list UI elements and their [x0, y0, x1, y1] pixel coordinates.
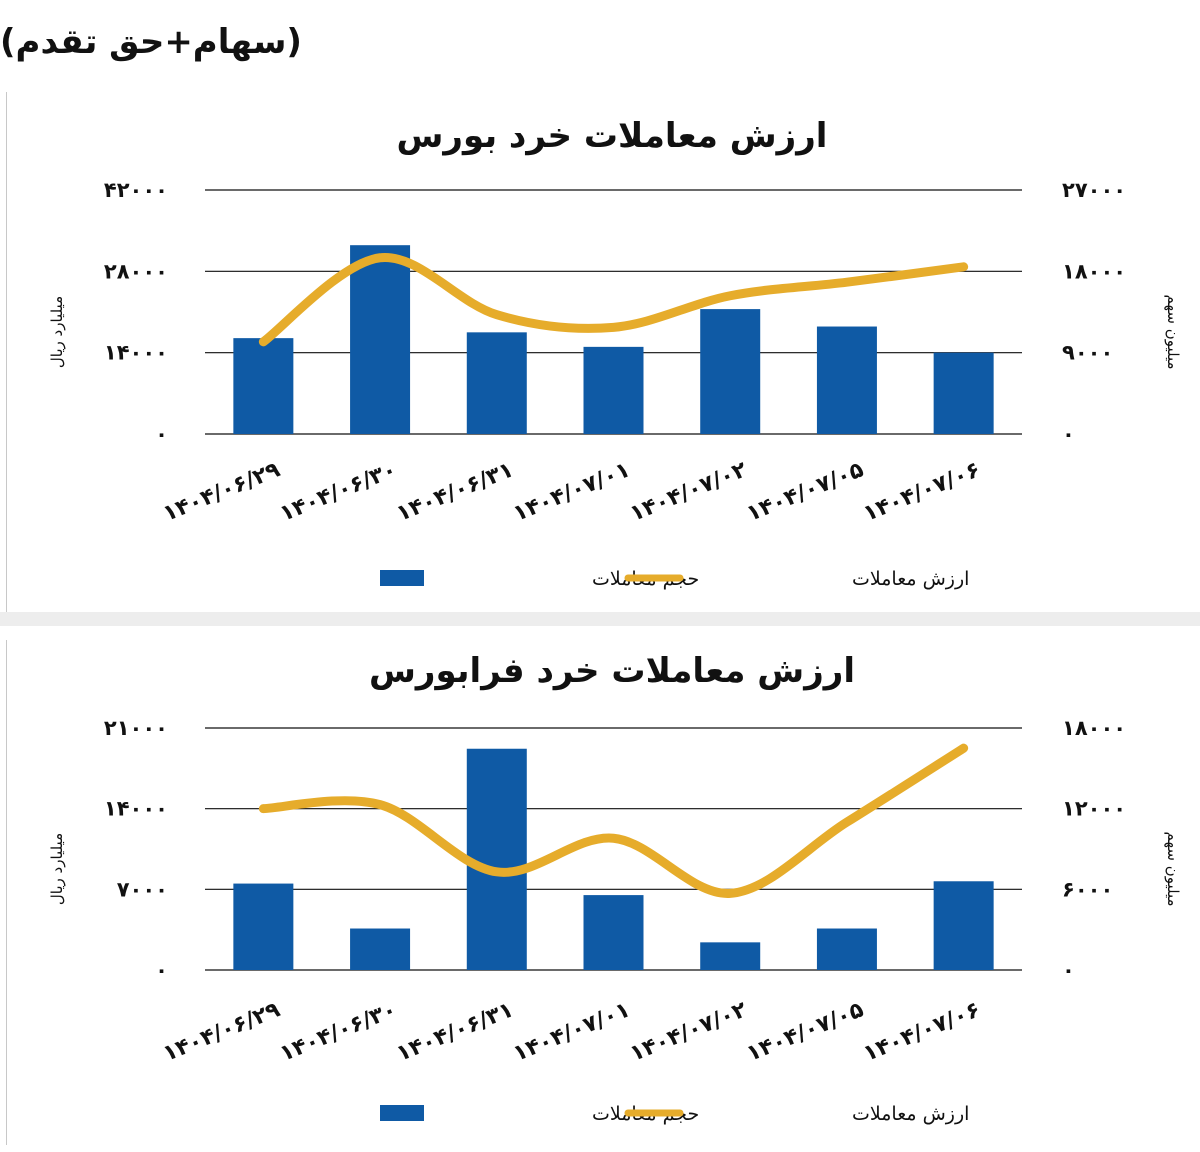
chart-panel-bourse: ارزش معاملات خرد بورس ۰ ۱۴۰۰۰ ۲۸۰۰۰ ۴۲۰۰۰ ۰ ۹۰…: [0, 95, 1200, 612]
right-tick-label: ۱۸۰۰۰: [1062, 259, 1126, 283]
bar: [350, 245, 411, 434]
bar: [233, 338, 294, 434]
chart-title: ارزش معاملات خرد فرابورس: [369, 651, 855, 691]
right-tick-label: ۱۲۰۰۰: [1062, 797, 1126, 821]
category-tick-label: ۱۴۰۴/۰۷/۰۵: [743, 457, 867, 526]
left-tick-label: ۱۴۰۰۰: [104, 797, 168, 821]
left-tick-label: ۴۲۰۰۰: [104, 178, 168, 202]
legend-swatch-bar: [380, 1105, 424, 1121]
right-tick-label: ۹۰۰۰: [1062, 341, 1113, 365]
right-axis-label: میلیون سهم: [1164, 294, 1182, 369]
category-tick-label: ۱۴۰۴/۰۷/۰۶: [860, 997, 984, 1066]
chart-title: ارزش معاملات خرد بورس: [397, 116, 828, 156]
bar: [700, 942, 761, 970]
legend-label-line: ارزش معاملات: [852, 568, 969, 590]
bar: [816, 928, 877, 970]
category-tick-label: ۱۴۰۴/۰۷/۰۱: [510, 457, 634, 526]
right-tick-label: ۰: [1062, 422, 1075, 446]
left-tick-label: ۱۴۰۰۰: [104, 341, 168, 365]
left-tick-label: ۲۱۰۰۰: [104, 716, 168, 740]
left-axis-label: میلیارد ریال: [48, 833, 66, 905]
legend-swatch-bar: [380, 570, 424, 586]
bar: [233, 883, 294, 970]
bar: [466, 748, 527, 970]
category-tick-label: ۱۴۰۴/۰۷/۰۵: [743, 997, 867, 1066]
bar: [933, 881, 994, 970]
category-tick-label: ۱۴۰۴/۰۷/۰۶: [860, 457, 984, 526]
series-line: [258, 743, 969, 898]
category-tick-label: ۱۴۰۴/۰۶/۳۰: [276, 997, 400, 1066]
category-tick-label: ۱۴۰۴/۰۷/۰۱: [510, 997, 634, 1066]
chart-panel-farabourse: ارزش معاملات خرد فرابورس ۰ ۷۰۰۰ ۱۴۰۰۰ ۲۱۰۰۰ ۰…: [0, 630, 1200, 1152]
panel-divider: [0, 612, 1200, 626]
frame-line: [6, 92, 7, 612]
category-tick-label: ۱۴۰۴/۰۶/۳۰: [276, 457, 400, 526]
bar: [816, 326, 877, 434]
left-tick-label: ۰: [155, 422, 168, 446]
category-tick-label: ۱۴۰۴/۰۷/۰۲: [627, 997, 751, 1067]
bar: [933, 352, 994, 434]
bar: [583, 895, 644, 970]
left-tick-label: ۰: [155, 958, 168, 982]
right-tick-label: ۶۰۰۰: [1062, 877, 1113, 901]
chart-farabourse: ارزش معاملات خرد فرابورس ۰ ۷۰۰۰ ۱۴۰۰۰ ۲۱۰۰۰ ۰…: [48, 651, 1182, 1125]
left-axis-label: میلیارد ریال: [48, 296, 66, 368]
frame-line: [6, 640, 7, 1145]
bar: [700, 309, 761, 434]
category-tick-label: ۱۴۰۴/۰۶/۲۹: [160, 457, 284, 526]
page-title: (سهام+حق تقدم): [0, 22, 302, 62]
right-axis-label: میلیون سهم: [1164, 831, 1182, 906]
right-tick-label: ۱۸۰۰۰: [1062, 716, 1126, 740]
right-tick-label: ۰: [1062, 958, 1075, 982]
chart-bourse: ارزش معاملات خرد بورس ۰ ۱۴۰۰۰ ۲۸۰۰۰ ۴۲۰۰۰ ۰ ۹۰…: [48, 116, 1182, 590]
category-tick-label: ۱۴۰۴/۰۶/۳۱: [393, 457, 517, 526]
category-tick-label: ۱۴۰۴/۰۶/۳۱: [393, 997, 517, 1066]
legend-label-line: ارزش معاملات: [852, 1103, 969, 1125]
bar: [583, 346, 644, 434]
category-tick-label: ۱۴۰۴/۰۷/۰۲: [627, 457, 751, 527]
left-tick-label: ۷۰۰۰: [117, 877, 168, 901]
left-tick-label: ۲۸۰۰۰: [104, 259, 168, 283]
category-tick-label: ۱۴۰۴/۰۶/۲۹: [160, 997, 284, 1066]
bar: [466, 332, 527, 434]
right-tick-label: ۲۷۰۰۰: [1062, 178, 1126, 202]
bar: [350, 928, 411, 970]
